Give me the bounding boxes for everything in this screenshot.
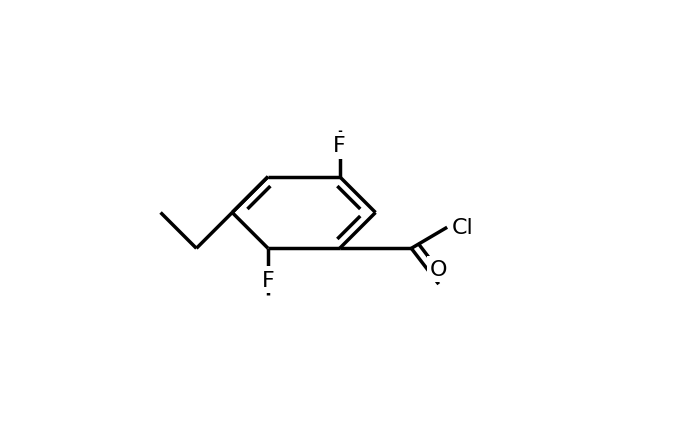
Text: O: O (430, 259, 448, 279)
Text: Cl: Cl (451, 218, 473, 238)
Text: F: F (262, 270, 275, 290)
Text: F: F (334, 136, 346, 156)
